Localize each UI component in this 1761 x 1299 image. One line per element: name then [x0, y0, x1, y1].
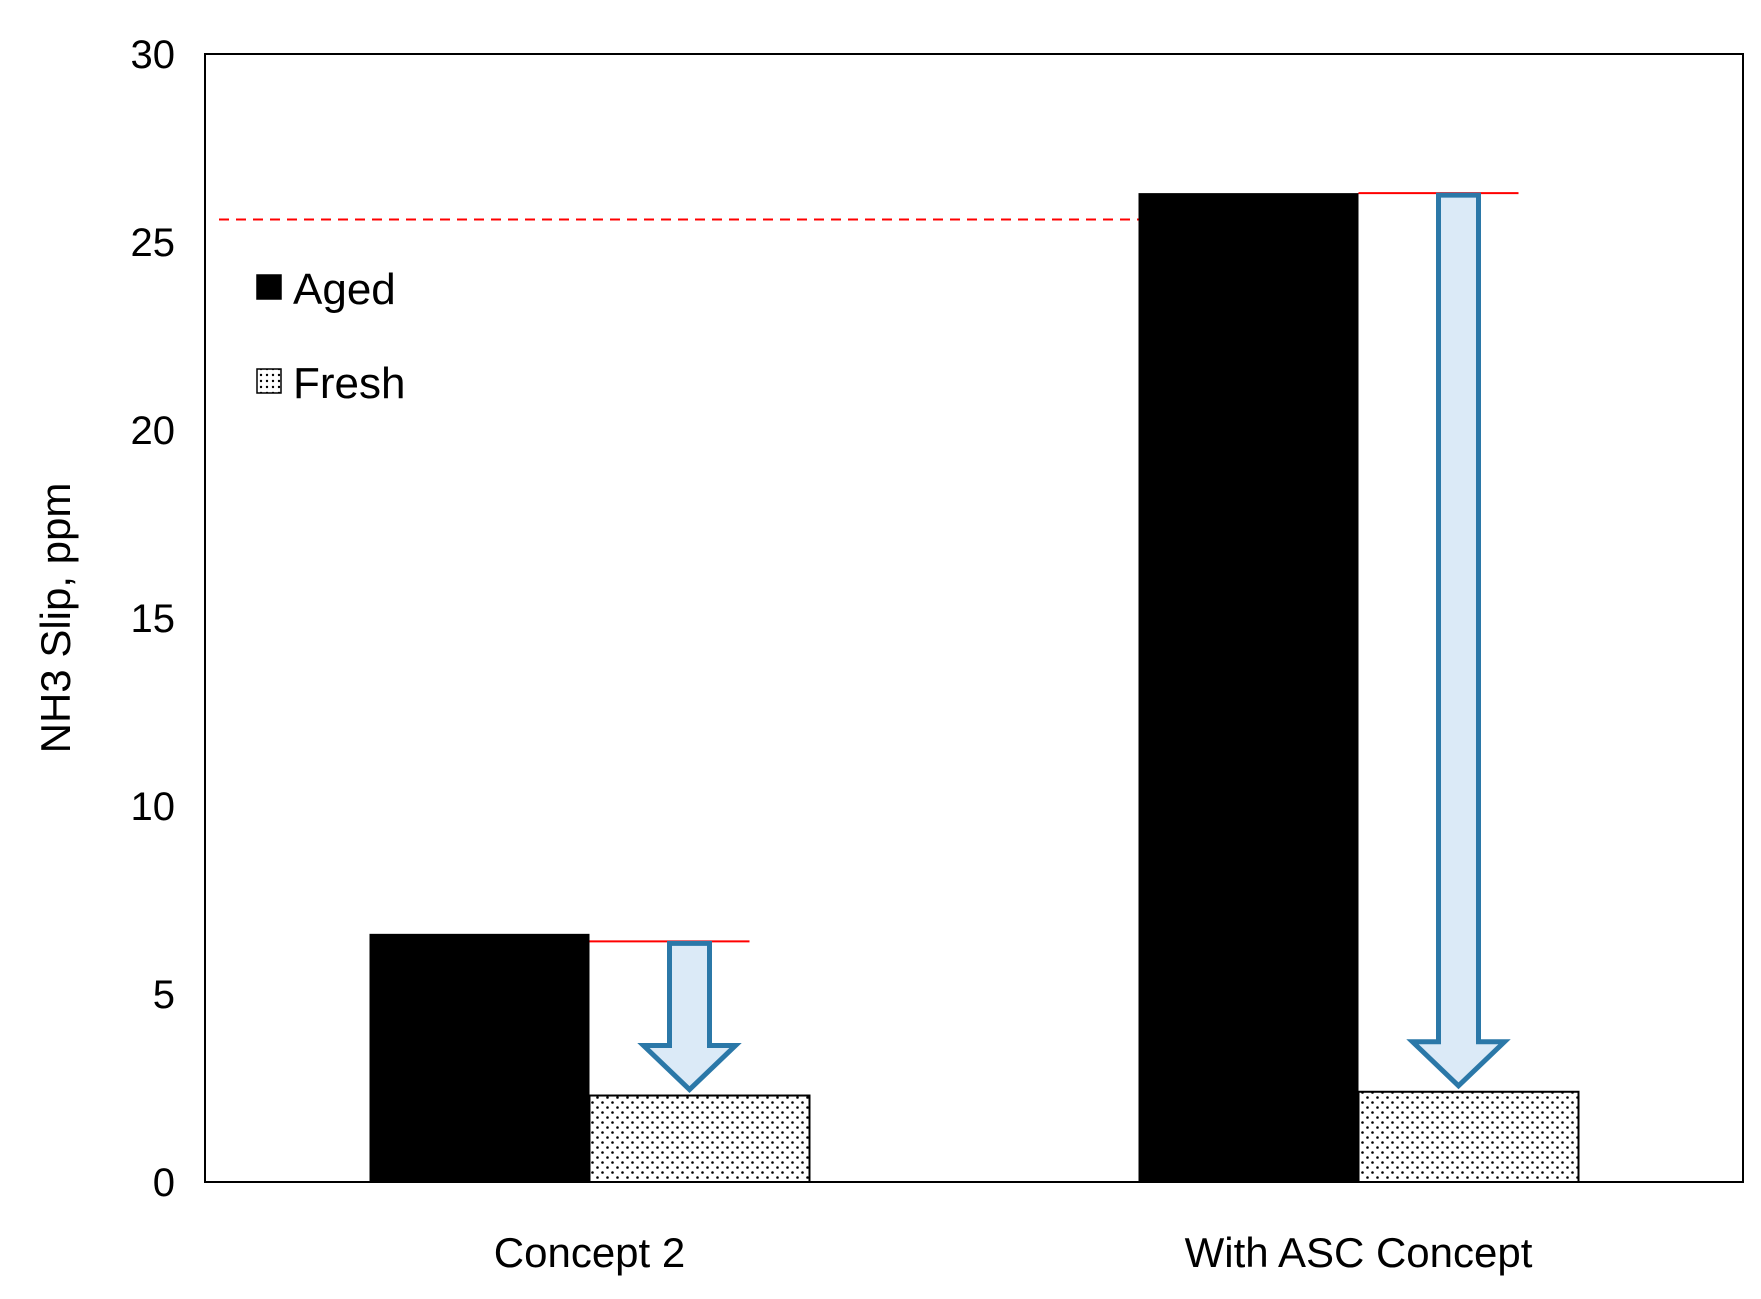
bar-fresh [1357, 1090, 1580, 1184]
legend-swatch-fresh [256, 368, 282, 394]
y-tick-label: 30 [131, 33, 176, 77]
legend-swatch-aged [256, 274, 282, 300]
x-category-label: With ASC Concept [1185, 1229, 1533, 1276]
y-tick-label: 25 [131, 221, 176, 265]
bar-aged [369, 933, 590, 1182]
y-axis-label: NH3 Slip, ppm [32, 483, 79, 754]
legend-label-aged: Aged [293, 265, 396, 314]
legend-label-fresh: Fresh [293, 359, 405, 408]
y-tick-label: 15 [131, 597, 176, 641]
bar-fresh [588, 1094, 811, 1184]
y-tick-label: 0 [153, 1161, 175, 1205]
x-category-label: Concept 2 [494, 1229, 685, 1276]
y-tick-label: 5 [153, 973, 175, 1017]
y-tick-label: 20 [131, 409, 176, 453]
y-tick-label: 10 [131, 785, 176, 829]
bar-aged [1138, 193, 1359, 1182]
reduction-arrow [1406, 192, 1511, 1090]
reduction-arrow [637, 940, 742, 1093]
